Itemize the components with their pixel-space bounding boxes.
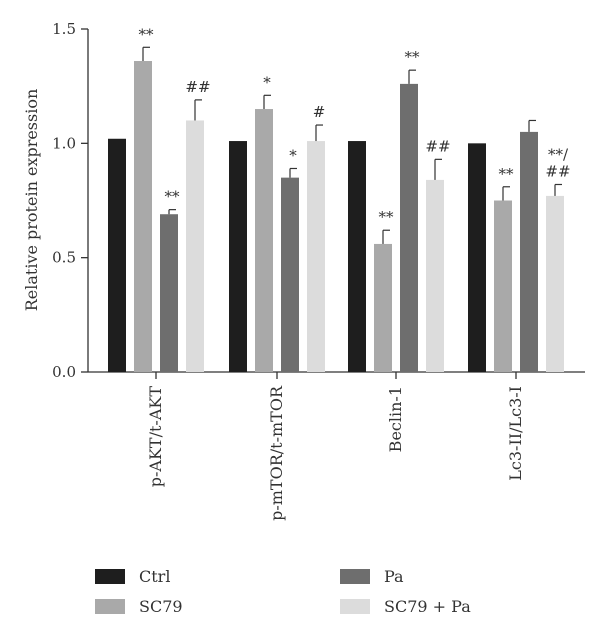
- y-axis: 0.0 0.5 1.0 1.5: [52, 20, 89, 381]
- error-bars-group: [142, 46, 562, 244]
- legend: Ctrl SC79 Pa SC79 + Pa: [0, 560, 600, 640]
- bar: [255, 109, 273, 373]
- bar: [546, 195, 564, 372]
- bar-chart: 0.0 0.5 1.0 1.5 p-AKT/t-AKT p-mTOR/t-mTOR Bec…: [22, 20, 585, 521]
- y-tick-label: 1.5: [52, 20, 76, 38]
- legend-swatch: [95, 569, 125, 584]
- bar: [229, 141, 247, 372]
- bar: [281, 177, 299, 372]
- bar: [160, 214, 178, 372]
- bar: [307, 141, 325, 372]
- legend-item: Pa: [340, 567, 404, 586]
- legend-label: SC79 + Pa: [384, 597, 471, 616]
- significance-label: **: [139, 25, 155, 43]
- bar: [186, 120, 204, 372]
- x-tick-label: Beclin-1: [386, 386, 405, 452]
- bar: [400, 83, 418, 372]
- significance-label: #: [313, 103, 326, 121]
- bar: [468, 143, 486, 372]
- legend-swatch: [340, 569, 370, 584]
- bar: [374, 243, 392, 372]
- y-tick-label: 1.0: [52, 134, 76, 152]
- significance-label: **/: [548, 145, 569, 163]
- legend-item: SC79 + Pa: [340, 597, 471, 616]
- bar: [348, 141, 366, 372]
- x-axis: p-AKT/t-AKT p-mTOR/t-mTOR Beclin-1 Lc3-II/L…: [88, 371, 585, 521]
- significance-label: ##: [545, 162, 570, 180]
- x-tick-label: Lc3-II/Lc3-I: [506, 386, 525, 481]
- bar: [520, 131, 538, 372]
- bar: [134, 61, 152, 372]
- significance-label: ##: [185, 78, 210, 96]
- x-tick-label: p-mTOR/t-mTOR: [267, 385, 286, 521]
- significance-label: **: [499, 165, 515, 183]
- legend-label: Pa: [384, 567, 404, 586]
- legend-label: Ctrl: [139, 567, 171, 586]
- significance-label: ##: [425, 137, 450, 155]
- significance-annotations: ************##### **/##: [139, 25, 571, 226]
- significance-label: *: [263, 73, 271, 91]
- significance-label: **: [165, 188, 181, 206]
- x-tick-label: p-AKT/t-AKT: [146, 386, 165, 488]
- legend-item: SC79: [95, 597, 183, 616]
- y-tick-label: 0.0: [52, 363, 76, 381]
- bar: [426, 179, 444, 372]
- bars-group: [108, 61, 564, 373]
- legend-swatch: [95, 599, 125, 614]
- significance-label: *: [289, 146, 297, 164]
- legend-swatch: [340, 599, 370, 614]
- legend-item: Ctrl: [95, 567, 170, 586]
- bar: [108, 138, 126, 372]
- significance-label: **: [379, 208, 395, 226]
- y-tick-label: 0.5: [52, 249, 76, 267]
- bar: [494, 200, 512, 372]
- legend-label: SC79: [139, 597, 183, 616]
- significance-label: **: [405, 48, 421, 66]
- y-axis-label: Relative protein expression: [22, 89, 41, 312]
